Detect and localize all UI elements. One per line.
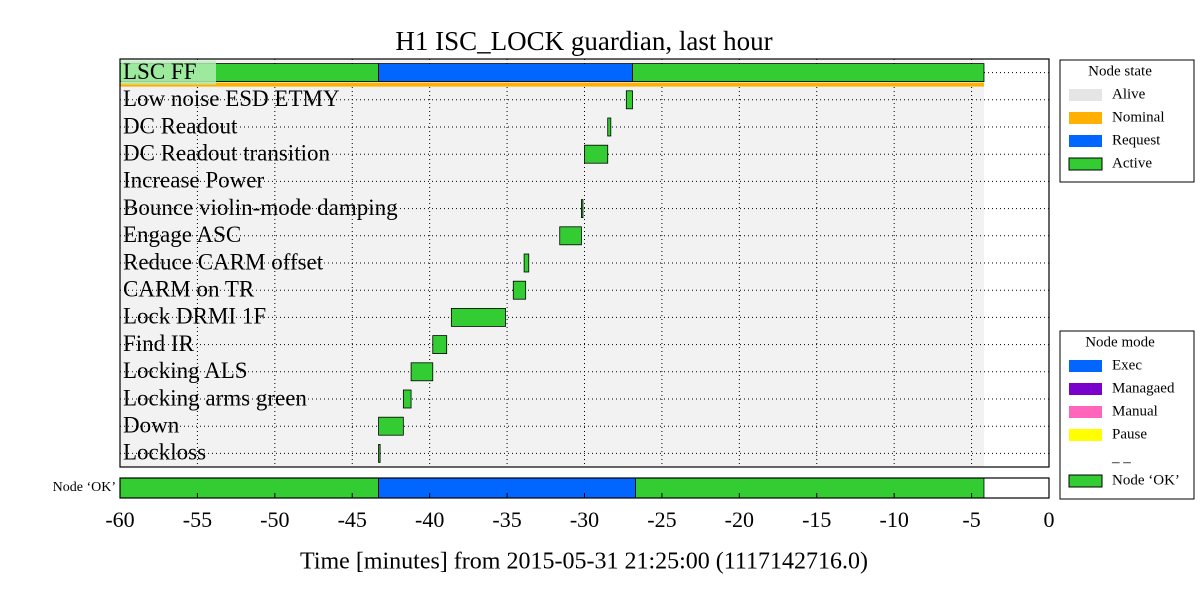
legend-swatch xyxy=(1069,360,1102,372)
row-label: Locking arms green xyxy=(123,385,307,410)
chart-title: H1 ISC_LOCK guardian, last hour xyxy=(395,26,772,56)
row-label: Increase Power xyxy=(123,168,264,193)
state-segment xyxy=(402,389,412,409)
plot-frame xyxy=(119,58,1050,468)
legend-label: Nominal xyxy=(1112,109,1165,125)
legend-label: Exec xyxy=(1112,357,1142,373)
x-tick-label: -5 xyxy=(962,507,980,532)
legend-swatch xyxy=(1068,474,1103,488)
legend-label: _ _ xyxy=(1111,449,1131,465)
x-tick-label: -45 xyxy=(338,507,367,532)
state-segment xyxy=(512,280,527,300)
x-tick-label: -30 xyxy=(570,507,599,532)
legend-swatch xyxy=(1069,406,1102,418)
x-tick-label: -25 xyxy=(647,507,676,532)
row-label: Engage ASC xyxy=(123,222,241,247)
row-label: Lockloss xyxy=(123,440,206,465)
state-segment xyxy=(410,362,434,382)
row-label: LSC FF xyxy=(123,59,197,84)
x-tick-label: -20 xyxy=(725,507,754,532)
legend-label: Managaed xyxy=(1112,380,1175,396)
row-label: Find IR xyxy=(123,331,195,356)
legend-swatch xyxy=(1069,112,1102,124)
state-segment xyxy=(632,63,985,82)
row-label: Low noise ESD ETMY xyxy=(123,86,340,111)
state-segment xyxy=(559,226,582,246)
current-state-highlight xyxy=(121,60,216,85)
legend-swatch xyxy=(1068,157,1103,171)
state-segment xyxy=(450,307,506,327)
legend-label: Pause xyxy=(1112,426,1147,442)
state-segment xyxy=(625,90,633,110)
state-segment xyxy=(607,117,612,137)
nominal-bar xyxy=(120,82,984,87)
legend-swatch xyxy=(1069,452,1102,464)
legend-swatch xyxy=(1069,89,1102,101)
legend-title: Node mode xyxy=(1085,334,1155,350)
x-tick-label: -55 xyxy=(183,507,212,532)
legend-label: Request xyxy=(1112,132,1161,148)
x-tick-label: -35 xyxy=(492,507,521,532)
row-label: Lock DRMI 1F xyxy=(123,304,266,329)
x-tick-label: -10 xyxy=(880,507,909,532)
x-tick-label: -15 xyxy=(802,507,831,532)
row-label: CARM on TR xyxy=(123,276,255,301)
row-label: Reduce CARM offset xyxy=(123,249,324,274)
legend-label: Node ‘OK’ xyxy=(1112,472,1180,488)
row-label: DC Readout transition xyxy=(123,140,330,165)
ok-segment xyxy=(635,477,985,499)
x-axis-label: Time [minutes] from 2015-05-31 21:25:00 … xyxy=(300,549,868,575)
alive-band xyxy=(120,59,984,467)
state-segment xyxy=(432,335,448,355)
state-segment xyxy=(378,416,404,436)
legend-swatch xyxy=(1069,383,1102,395)
legend-swatch xyxy=(1069,135,1102,147)
legend-label: Alive xyxy=(1112,86,1146,102)
legend-label: Active xyxy=(1112,155,1152,171)
state-segment xyxy=(523,253,530,273)
state-segment xyxy=(378,63,633,82)
x-tick-label: 0 xyxy=(1044,507,1055,532)
state-segment xyxy=(584,144,609,164)
row-label: Locking ALS xyxy=(123,358,248,383)
row-label: DC Readout xyxy=(123,113,238,138)
ok-bar-label: Node ‘OK’ xyxy=(53,480,116,495)
legend-title: Node state xyxy=(1088,63,1152,79)
x-tick-label: -40 xyxy=(415,507,444,532)
state-segment xyxy=(378,443,381,463)
ok-segment xyxy=(119,477,379,499)
row-label: Bounce violin-mode damping xyxy=(123,195,398,220)
legend-swatch xyxy=(1069,429,1102,441)
state-segment xyxy=(581,199,584,219)
row-label: Down xyxy=(123,412,180,437)
x-tick-label: -60 xyxy=(105,507,134,532)
legend-label: Manual xyxy=(1112,403,1158,419)
x-tick-label: -50 xyxy=(260,507,289,532)
